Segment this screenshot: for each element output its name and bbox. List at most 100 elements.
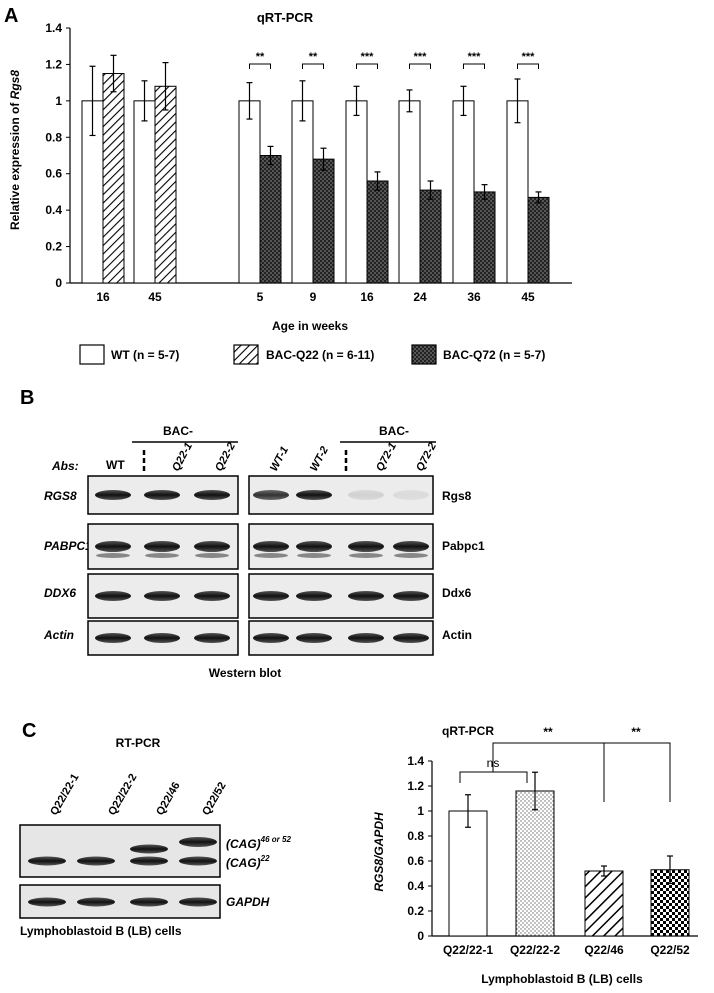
lane-label-wt-2: WT-2: [308, 445, 331, 474]
legend-label-wt: WT (n = 5-7): [111, 348, 179, 362]
sig-label: **: [543, 725, 553, 739]
band-pabpc1-lower: [349, 553, 383, 558]
sig-bracket-ns: [459, 771, 528, 783]
panel-c-title: qRT-PCR: [442, 724, 494, 738]
chart-c: 0 0.2 0.4 0.6 0.8 1 1.2 1.4 Q22/22-1 Q22/22-2 Q22/…: [407, 725, 698, 957]
band-actin: [296, 633, 332, 643]
band-label-lower: (CAG)22: [226, 854, 270, 870]
y-tick-label: 1: [55, 94, 62, 108]
bar: [515, 790, 555, 937]
bac-label-right: BAC-: [379, 424, 409, 438]
gel-band-cag22: [28, 856, 66, 866]
x-tick-label: 5: [257, 290, 264, 304]
sig-label: ***: [361, 51, 375, 63]
sig-bracket: [409, 63, 431, 69]
sig-bracket: [249, 63, 271, 69]
band-ddx6: [253, 591, 289, 601]
gel-band-gapdh: [77, 897, 115, 907]
band-upper-main: (CAG): [226, 837, 261, 851]
sig-bracket: [302, 63, 324, 69]
band-rgs8: [95, 490, 131, 500]
band-pabpc1-lower: [254, 553, 288, 558]
bar: [238, 100, 261, 284]
bar: [452, 100, 475, 284]
band-pabpc1-lower: [195, 553, 229, 558]
bar: [154, 85, 177, 284]
sig-bracket: [463, 63, 485, 69]
band-actin: [144, 633, 180, 643]
bar: [448, 810, 488, 937]
y-tick-label: 1.2: [407, 779, 424, 793]
x-tick-label: Q22/22-1: [443, 943, 493, 957]
x-tick-label: 16: [360, 290, 374, 304]
legend-swatch-q22: [233, 344, 259, 365]
bar: [584, 870, 624, 937]
x-tick-label: Q22/22-2: [510, 943, 560, 957]
y-tick-label: 0: [417, 929, 424, 943]
row-label-actin: Actin: [43, 628, 74, 642]
gel-band-cag52: [179, 837, 217, 847]
y-tick-label: 0.6: [407, 854, 424, 868]
legend-swatch-q72: [411, 344, 437, 365]
sig-bracket-main: [492, 742, 671, 802]
y-tick-label: 0.2: [45, 240, 62, 254]
band-actin: [393, 633, 429, 643]
bar: [291, 100, 314, 284]
row-label-pabpc1: PABPC1: [44, 539, 92, 553]
gel-band-cag22: [179, 856, 217, 866]
rt-pcr-title: RT-PCR: [116, 736, 161, 750]
y-tick-label: 1.4: [407, 754, 424, 768]
gel-frame-cag: [19, 824, 221, 878]
y-tick-label: 0.4: [45, 203, 62, 217]
x-tick-label: 45: [521, 290, 535, 304]
y-tick-label: 0: [55, 276, 62, 290]
x-tick-label: 24: [413, 290, 427, 304]
band-ddx6: [95, 591, 131, 601]
x-tick-label: 16: [96, 290, 110, 304]
panel-a-legend: WT (n = 5-7) BAC-Q22 (n = 6-11) BAC-Q72 …: [79, 344, 545, 365]
sig-bracket: [356, 63, 378, 69]
chart-a: 0 0.2 0.4 0.6 0.8 1 1.2 1.4 16 45 5 ** 9 ** 16 *** 24 ***…: [45, 21, 572, 304]
x-tick-label: 36: [467, 290, 481, 304]
western-caption: Western blot: [209, 666, 281, 680]
band-actin: [95, 633, 131, 643]
band-pabpc1: [144, 541, 180, 552]
bar: [506, 100, 529, 284]
bar: [419, 189, 442, 284]
band-rgs8: [393, 490, 429, 500]
legend-swatch-wt: [79, 344, 105, 365]
band-ddx6: [144, 591, 180, 601]
bar: [473, 191, 496, 284]
x-tick-label: 9: [310, 290, 317, 304]
bar: [345, 100, 368, 284]
sig-label: ***: [414, 51, 428, 63]
gel-band-cag22: [130, 856, 168, 866]
bar: [259, 155, 282, 284]
gel-caption: Lymphoblastoid B (LB) cells: [20, 924, 182, 938]
band-rgs8: [144, 490, 180, 500]
panel-letter-b: B: [20, 387, 34, 409]
gel-lane-label-1: Q22/22-1: [48, 772, 81, 818]
abs-label: Abs:: [51, 459, 79, 473]
panel-c-ylabel: RGS8/GAPDH: [372, 812, 386, 892]
band-pabpc1-lower: [394, 553, 428, 558]
y-tick-label: 1: [417, 804, 424, 818]
lane-label-q22-1: Q22-1: [170, 441, 195, 474]
gel-band-gapdh: [130, 897, 168, 907]
x-tick-label: Q22/52: [650, 943, 690, 957]
sig-bracket: [517, 63, 539, 69]
panel-letter-a: A: [4, 5, 18, 27]
band-pabpc1: [393, 541, 429, 552]
x-tick-label: 45: [148, 290, 162, 304]
row-label-ddx6-mouse: Ddx6: [442, 586, 472, 600]
band-actin: [348, 633, 384, 643]
band-pabpc1: [194, 541, 230, 552]
band-ddx6: [194, 591, 230, 601]
legend-label-q22: BAC-Q22 (n = 6-11): [266, 348, 374, 362]
gel-band-gapdh: [179, 897, 217, 907]
y-tick-label: 1.4: [45, 21, 62, 35]
band-rgs8: [296, 490, 332, 500]
band-pabpc1: [95, 541, 131, 552]
row-label-rgs8: RGS8: [44, 489, 77, 503]
